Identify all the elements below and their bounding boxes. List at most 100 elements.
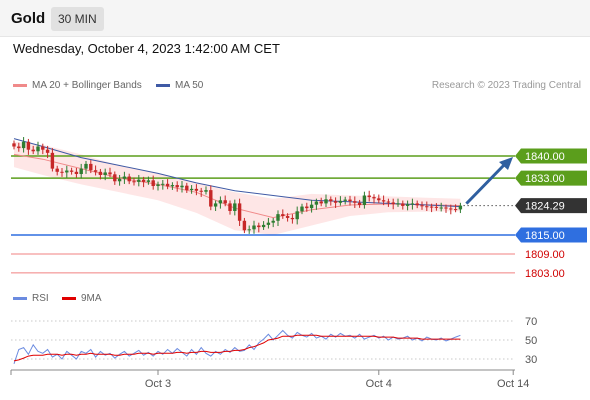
instrument-title: Gold [11, 10, 46, 27]
candle-body [324, 199, 328, 204]
candle-body [141, 179, 146, 182]
candle-body [189, 188, 194, 191]
candle-body [165, 183, 170, 187]
candle-body [175, 185, 179, 188]
legend-rsi-label: RSI [32, 293, 49, 304]
candle-body [372, 197, 376, 199]
candle-body [285, 216, 290, 218]
candle-body [103, 172, 107, 175]
candle-body [319, 201, 323, 204]
candle-body [348, 199, 352, 202]
legend-9ma-swatch [62, 296, 76, 300]
candle-body [401, 203, 405, 206]
candle-body [343, 199, 347, 201]
candle-body [199, 190, 203, 192]
legend-ma50-swatch [156, 83, 170, 87]
legend-ma50-label: MA 50 [175, 80, 204, 91]
candle-body [65, 170, 69, 173]
candle-body [156, 184, 160, 187]
candle-body [26, 141, 31, 150]
candle-body [252, 225, 256, 230]
level-tag-1809.00: 1809.00 [525, 249, 565, 261]
candle-body [98, 171, 103, 175]
candle-body [353, 201, 357, 203]
forecast-arrow-head [499, 157, 513, 170]
candle-body [434, 206, 439, 208]
bollinger-band [14, 141, 461, 235]
candle-body [247, 229, 251, 231]
rsi-ma-line [13, 334, 461, 362]
rsi-tick-30: 30 [525, 354, 537, 366]
candle-body [453, 209, 458, 211]
candle-body [276, 214, 280, 221]
legend-bollinger-swatch [13, 83, 27, 87]
candle-body [314, 201, 319, 205]
level-tag-bg-1815.00 [515, 227, 587, 243]
candle-body [31, 149, 35, 152]
candle-body [449, 208, 453, 210]
legend-9ma: 9MA [62, 293, 102, 304]
legend-9ma-label: 9MA [81, 293, 102, 304]
candle-body [21, 141, 26, 149]
candle-body [60, 171, 64, 173]
candle-body [74, 171, 79, 175]
candle-body [127, 176, 131, 182]
candle-body [429, 206, 434, 208]
x-tick-label: Oct 4 [366, 378, 392, 390]
candle-body [309, 204, 314, 209]
candle-body [180, 185, 184, 188]
candle-body [242, 220, 247, 231]
candle-body [367, 195, 371, 198]
candle-body [209, 190, 213, 207]
level-tag-bg-1833.00 [515, 170, 587, 186]
legend-rsi-swatch [13, 296, 27, 300]
candle-body [146, 180, 151, 182]
candle-body [329, 199, 333, 202]
candle-body [137, 179, 141, 182]
candle-body [55, 168, 59, 172]
forecast-arrow-shaft [465, 162, 507, 205]
candle-body [194, 188, 199, 191]
header-bar: Gold 30 MIN [0, 0, 590, 37]
candle-body [391, 202, 395, 205]
level-tag-1803.00: 1803.00 [525, 268, 565, 280]
legend-bollinger: MA 20 + Bollinger Bands [13, 80, 142, 91]
candle-body [458, 205, 463, 210]
chart-datetime: Wednesday, October 4, 2023 1:42:00 AM CE… [13, 41, 280, 56]
candle-body [69, 170, 74, 172]
candle-body [266, 222, 271, 225]
legend-rsi: RSI [13, 293, 49, 304]
candle-body [161, 183, 165, 185]
level-tag-1840.00: 1840.00 [525, 151, 565, 163]
rsi-line [13, 329, 461, 364]
candle-body [108, 172, 112, 175]
candle-body [295, 211, 299, 220]
candle-body [425, 206, 429, 208]
candle-body [233, 203, 237, 211]
candle-body [50, 152, 55, 169]
x-tick-label: Oct 14 [497, 378, 529, 390]
level-tag-1833.00: 1833.00 [525, 173, 565, 185]
candle-body [300, 206, 304, 212]
candle-body [41, 146, 45, 150]
candle-body [405, 204, 410, 206]
candle-body [151, 180, 155, 187]
timeframe-button[interactable]: 30 MIN [51, 7, 104, 31]
candle-body [36, 146, 40, 152]
rsi-tick-50: 50 [525, 335, 537, 347]
candle-body [237, 203, 242, 221]
candle-body [122, 176, 127, 179]
research-credit: Research © 2023 Trading Central [431, 80, 581, 91]
candle-body [377, 198, 381, 201]
candle-body [213, 203, 218, 207]
candle-body [290, 217, 295, 220]
candle-body [439, 207, 443, 209]
candle-body [170, 185, 175, 187]
legend-bollinger-label: MA 20 + Bollinger Bands [32, 80, 142, 91]
candle-body [84, 163, 88, 169]
candle-body [420, 205, 424, 207]
candle-body [338, 200, 343, 203]
candle-body [204, 190, 208, 192]
candle-body [257, 225, 261, 228]
